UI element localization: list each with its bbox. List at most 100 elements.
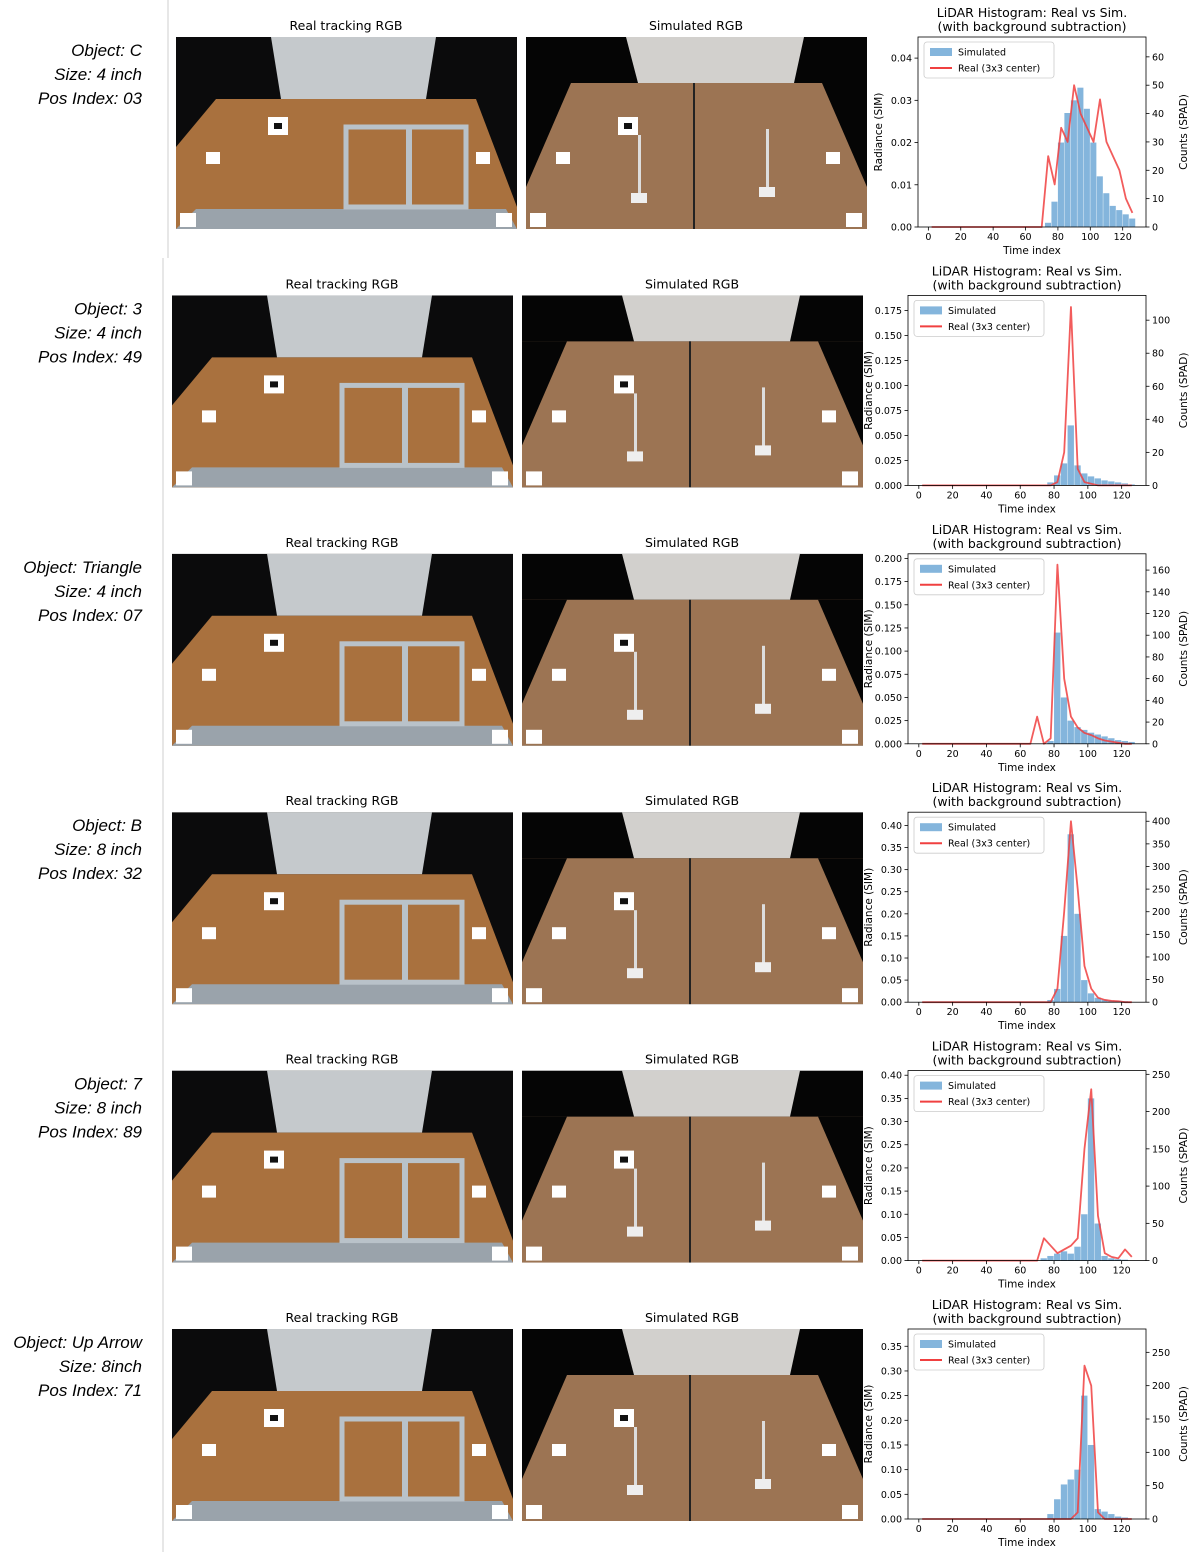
y-tick-label: 0.10 [881, 1210, 902, 1221]
y2-axis-label: Counts (SPAD) [1178, 869, 1190, 945]
sim-render [522, 812, 863, 1004]
row-label: Pos Index: 49 [38, 347, 143, 366]
x-tick-label: 120 [1113, 1524, 1131, 1535]
y2-tick-label: 350 [1152, 839, 1170, 850]
y2-tick-label: 80 [1152, 652, 1164, 663]
y-tick-label: 0.025 [875, 456, 902, 467]
real-photo [172, 1071, 513, 1263]
y-tick-label: 0.125 [875, 623, 902, 634]
x-tick-label: 0 [916, 749, 922, 760]
x-tick-label: 20 [947, 490, 959, 501]
x-tick-label: 80 [1052, 232, 1064, 243]
x-axis-label: Time index [997, 1537, 1056, 1549]
x-tick-label: 120 [1114, 232, 1132, 243]
y2-tick-label: 40 [1152, 109, 1164, 120]
legend-label: Real (3x3 center) [958, 64, 1040, 75]
y-tick-label: 0.30 [881, 1366, 902, 1377]
x-tick-label: 120 [1113, 1007, 1131, 1018]
chart-subtitle: (with background subtraction) [932, 1311, 1121, 1326]
legend-swatch [920, 823, 942, 831]
row-label: Object: C [71, 41, 143, 60]
x-axis-label: Time index [997, 762, 1056, 774]
y2-tick-label: 0 [1152, 998, 1158, 1009]
y2-tick-label: 0 [1152, 1515, 1158, 1526]
x-tick-label: 40 [980, 1524, 992, 1535]
x-tick-label: 100 [1081, 232, 1099, 243]
y2-tick-label: 200 [1152, 1381, 1170, 1392]
sim-bar [1081, 473, 1087, 485]
y-axis-label: Radiance (SIM) [863, 351, 875, 430]
sim-bar [1074, 1247, 1080, 1261]
sim-bar [1101, 1256, 1107, 1261]
legend-label: Simulated [948, 823, 996, 834]
legend-label: Real (3x3 center) [948, 1356, 1030, 1367]
sim-bar [1047, 1256, 1053, 1261]
image-title: Simulated RGB [645, 1310, 739, 1325]
legend-label: Real (3x3 center) [948, 839, 1030, 850]
y2-tick-label: 30 [1152, 137, 1164, 148]
y2-tick-label: 150 [1152, 930, 1170, 941]
chart-title: LiDAR Histogram: Real vs Sim. [932, 522, 1122, 537]
x-tick-label: 100 [1079, 749, 1097, 760]
y-tick-label: 0.175 [875, 306, 902, 317]
image-title: Real tracking RGB [286, 276, 399, 291]
y2-tick-label: 200 [1152, 1107, 1170, 1118]
sim-bar [1068, 1254, 1074, 1261]
x-tick-label: 0 [916, 1524, 922, 1535]
y-tick-label: 0.03 [891, 96, 912, 107]
x-tick-label: 0 [925, 232, 931, 243]
y2-tick-label: 100 [1152, 631, 1170, 642]
legend-label: Simulated [948, 564, 996, 575]
y2-tick-label: 100 [1152, 952, 1170, 963]
x-axis-label: Time index [1002, 245, 1061, 257]
sim-bar [1045, 223, 1051, 227]
x-tick-label: 20 [947, 1007, 959, 1018]
y-tick-label: 0.05 [881, 976, 902, 987]
x-tick-label: 40 [980, 490, 992, 501]
y-tick-label: 0.000 [875, 481, 902, 492]
y-tick-label: 0.20 [881, 1163, 902, 1174]
sim-bar [1068, 721, 1074, 744]
y2-tick-label: 400 [1152, 817, 1170, 828]
legend-swatch [920, 565, 942, 573]
x-tick-label: 80 [1048, 749, 1060, 760]
sim-bar [1103, 193, 1109, 227]
legend-swatch [930, 48, 952, 56]
x-tick-label: 40 [980, 1266, 992, 1277]
row-label: Pos Index: 07 [38, 606, 143, 625]
row-label: Size: 4 inch [54, 582, 142, 601]
y2-axis-label: Counts (SPAD) [1178, 611, 1190, 687]
row-label: Pos Index: 71 [38, 1381, 142, 1400]
x-tick-label: 60 [1019, 232, 1031, 243]
y-tick-label: 0.00 [891, 223, 912, 234]
chart-subtitle: (with background subtraction) [937, 19, 1126, 34]
y2-axis-label: Counts (SPAD) [1178, 1128, 1190, 1204]
y-tick-label: 0.00 [881, 998, 902, 1009]
x-axis-label: Time index [997, 503, 1056, 515]
sim-render [522, 554, 863, 746]
sim-bar [1061, 1251, 1067, 1260]
x-tick-label: 120 [1113, 749, 1131, 760]
sim-bar [1061, 697, 1067, 743]
y-tick-label: 0.075 [875, 406, 902, 417]
y2-tick-label: 300 [1152, 862, 1170, 873]
y-tick-label: 0.25 [881, 1140, 902, 1151]
legend-swatch [920, 306, 942, 314]
x-tick-label: 40 [980, 749, 992, 760]
y2-tick-label: 50 [1152, 81, 1164, 92]
sim-bar [1081, 980, 1087, 1002]
y-axis-label: Radiance (SIM) [873, 93, 885, 172]
sim-bar [1054, 1499, 1060, 1519]
sim-bar [1054, 1254, 1060, 1261]
y-tick-label: 0.050 [875, 431, 902, 442]
y2-tick-label: 40 [1152, 415, 1164, 426]
y-tick-label: 0.30 [881, 865, 902, 876]
y2-tick-label: 100 [1152, 316, 1170, 327]
y-tick-label: 0.35 [881, 1342, 902, 1353]
y2-tick-label: 50 [1152, 1219, 1164, 1230]
sim-bar [1090, 143, 1096, 227]
x-tick-label: 40 [987, 232, 999, 243]
sim-bar [1081, 1214, 1087, 1260]
y2-tick-label: 20 [1152, 718, 1164, 729]
y-tick-label: 0.125 [875, 356, 902, 367]
